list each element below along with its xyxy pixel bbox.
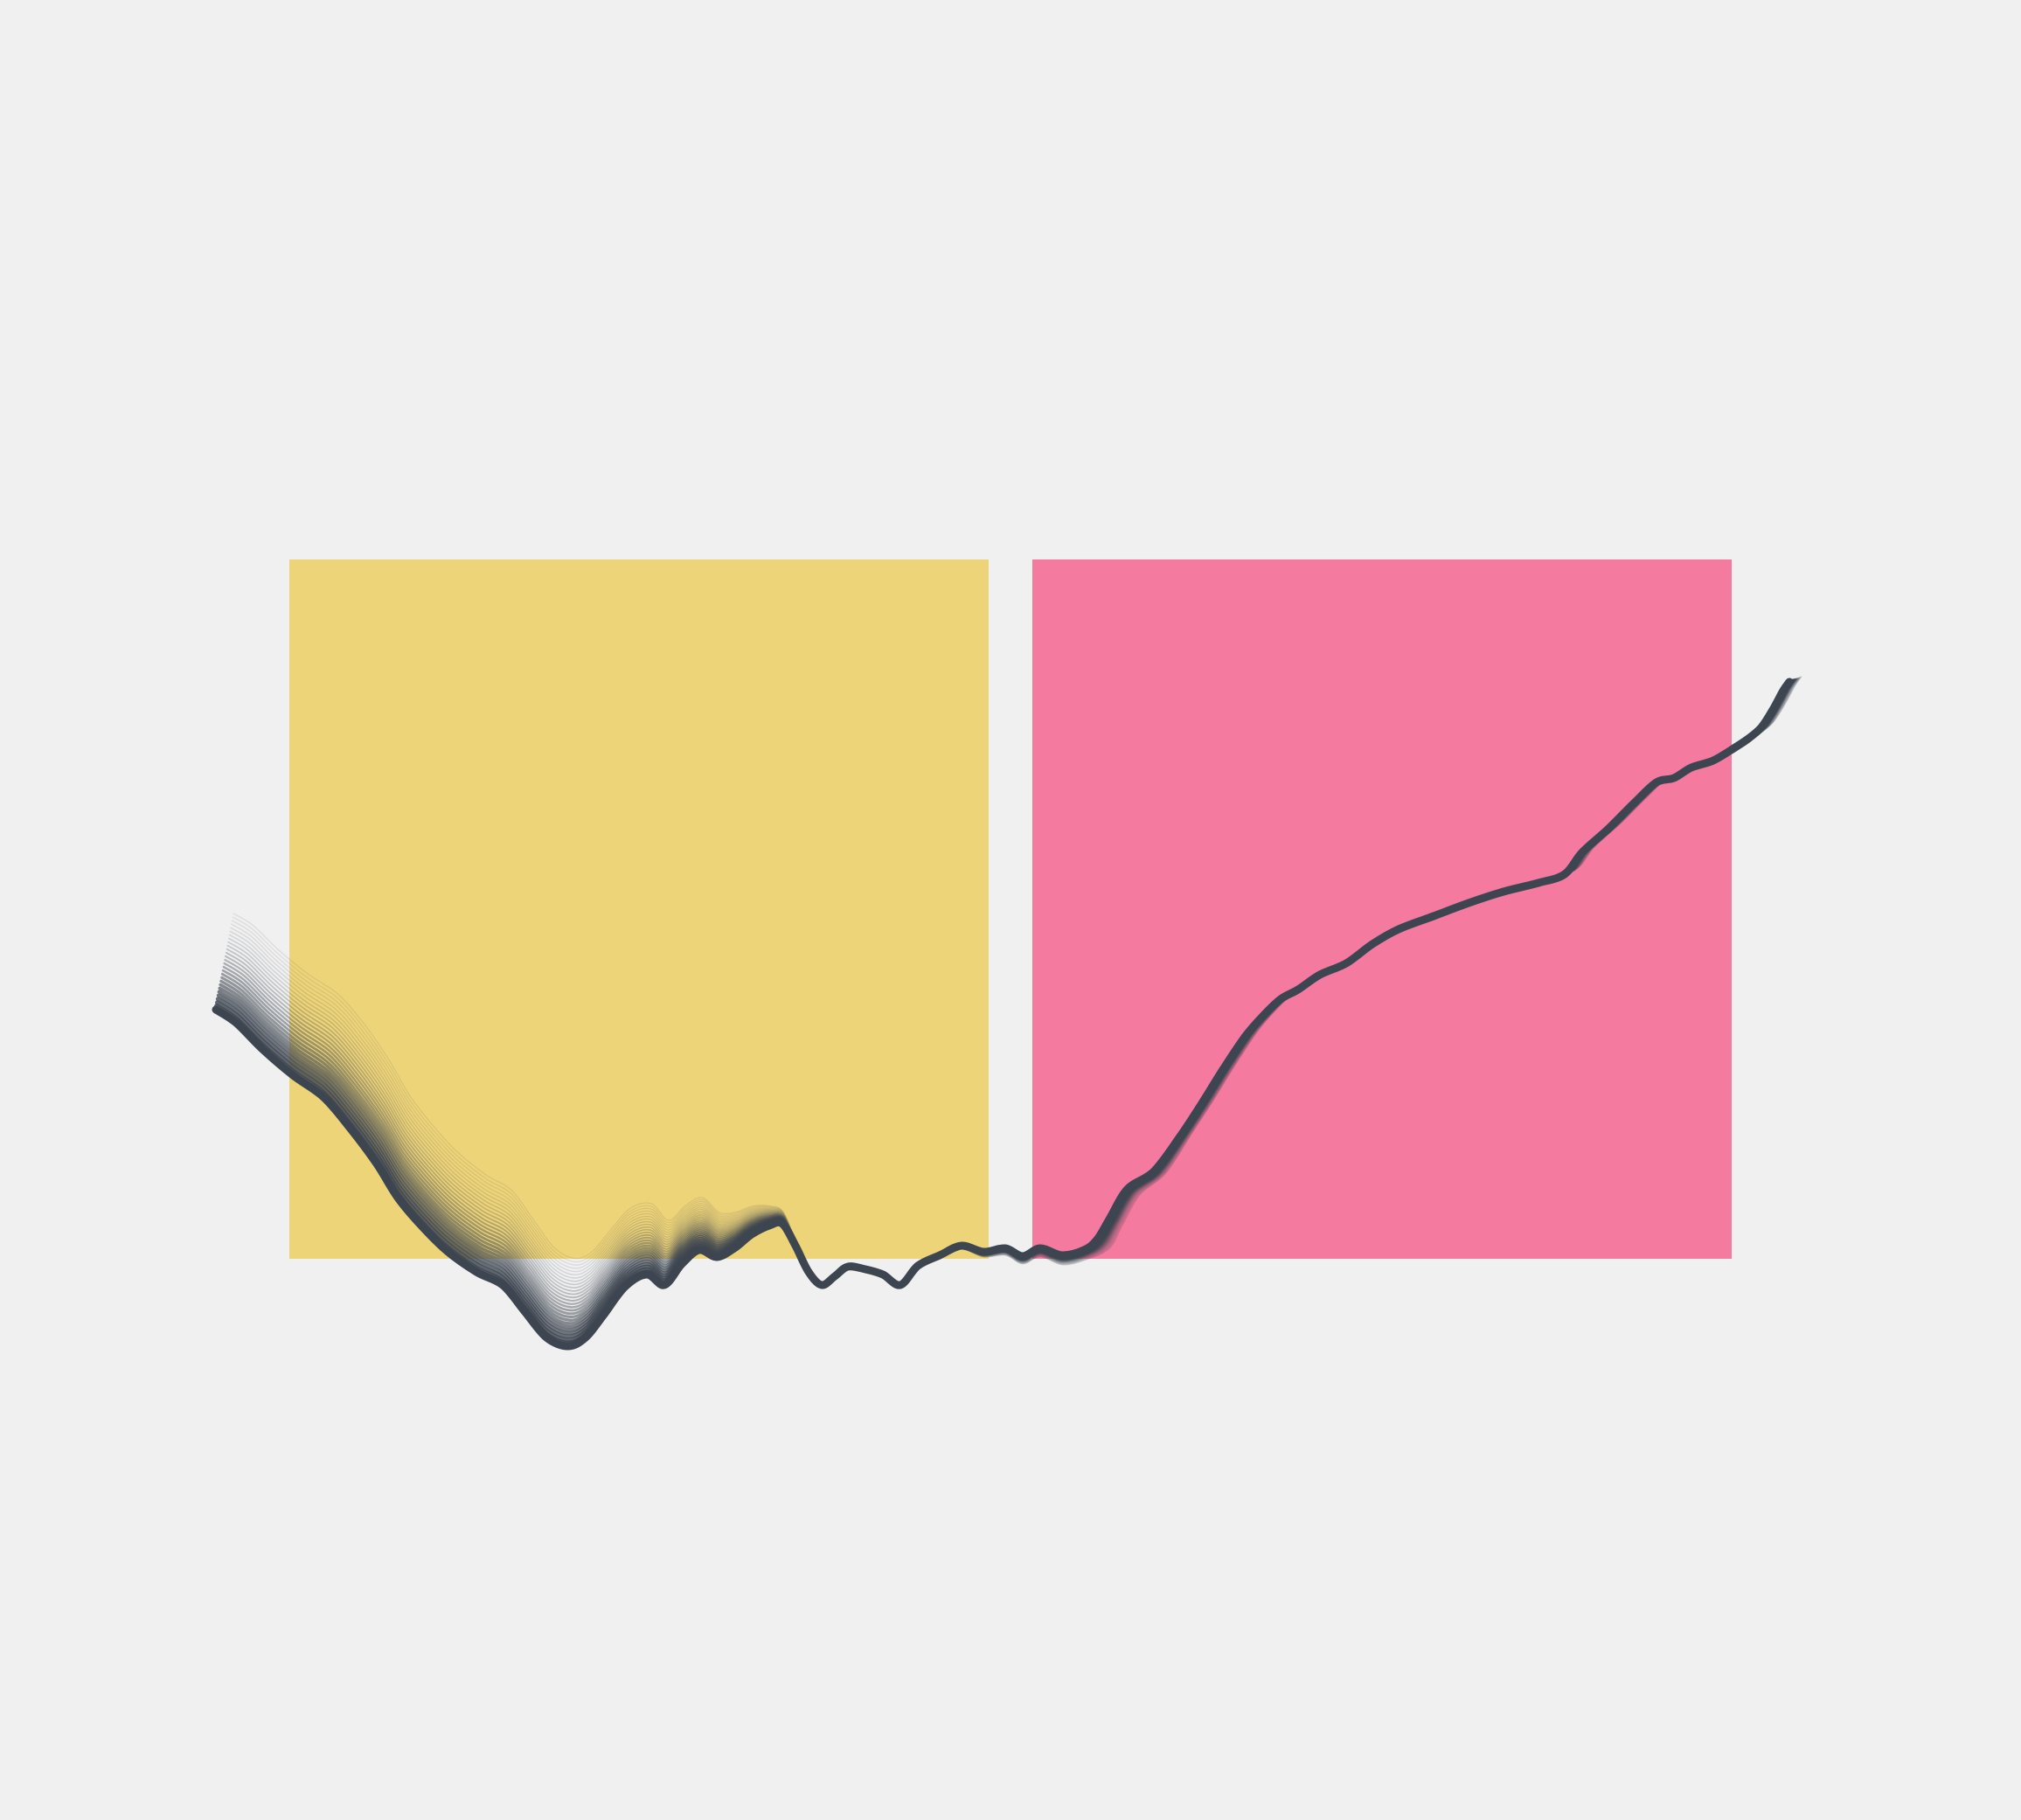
wave-strand [228,677,1800,1286]
wave-strand [232,676,1802,1286]
wave-line-bundle [212,676,1802,1351]
pink-square-panel [1032,559,1732,1259]
wave-strand [229,677,1801,1286]
wave-strand [230,677,1801,1286]
yellow-square-panel [289,559,989,1259]
front-wave-strand [212,677,1794,1351]
wave-strand [233,676,1802,1286]
wave-strand [231,677,1802,1286]
wave-strand [231,676,1802,1286]
